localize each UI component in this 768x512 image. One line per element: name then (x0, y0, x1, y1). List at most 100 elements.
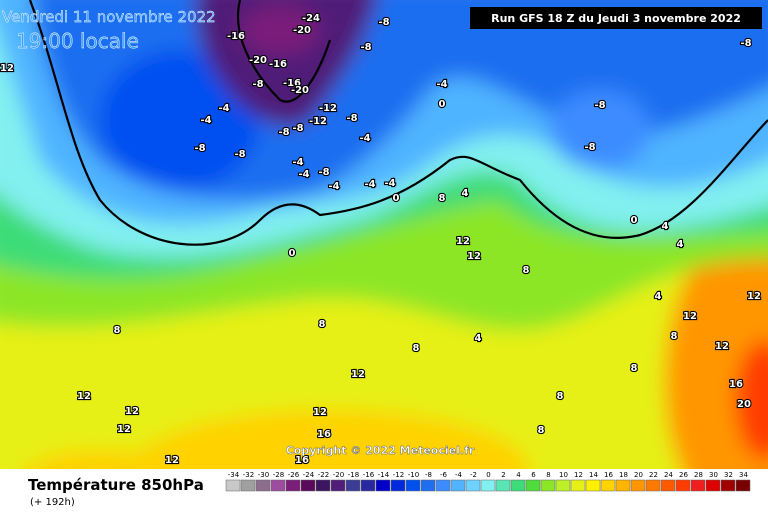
temp-label: -16 (283, 78, 301, 89)
temp-label: -24 (302, 13, 320, 24)
scale-label: -16 (363, 471, 375, 479)
scale-label: 6 (531, 471, 536, 479)
temp-label: 0 (631, 215, 638, 226)
temp-label: -12 (309, 116, 327, 127)
temp-label: -8 (194, 143, 205, 154)
temp-label: -8 (584, 142, 595, 153)
scale-label: 18 (619, 471, 628, 479)
scale-swatch (330, 479, 346, 492)
temp-label: 12 (313, 407, 327, 418)
temp-label: -8 (292, 123, 303, 134)
temp-label: 12 (456, 236, 470, 247)
temp-label: 0 (393, 193, 400, 204)
scale-label: 16 (604, 471, 613, 479)
temp-label: -8 (378, 17, 389, 28)
temp-label: -4 (328, 181, 339, 192)
scale-label: -20 (333, 471, 344, 479)
scale-label: 12 (574, 471, 583, 479)
footer-title: Température 850hPa (28, 476, 204, 494)
scale-swatch (675, 479, 691, 492)
temp-label: -4 (298, 169, 309, 180)
scale-label: 20 (634, 471, 643, 479)
temp-label: 4 (475, 333, 482, 344)
scale-swatch (360, 479, 376, 492)
scale-swatch (285, 479, 301, 492)
scale-swatch (690, 479, 706, 492)
temp-label: -4 (364, 179, 375, 190)
scale-swatch (375, 479, 391, 492)
scale-swatch (390, 479, 406, 492)
scale-swatch (240, 479, 256, 492)
isotherms (28, 0, 768, 246)
temp-label: -8 (278, 127, 289, 138)
scale-label: -24 (303, 471, 315, 479)
temp-label: -20 (291, 85, 309, 96)
copyright: Copyright © 2022 Meteociel.fr (286, 444, 475, 457)
scale-label: -26 (288, 471, 300, 479)
temp-label: 8 (557, 391, 564, 402)
scale-swatch (630, 479, 646, 492)
temp-label: 16 (295, 455, 309, 466)
temp-label: -12 (319, 103, 337, 114)
temp-label: -8 (318, 167, 329, 178)
temp-label: 0 (289, 248, 296, 259)
temp-label: -20 (249, 55, 267, 66)
scale-label: 8 (546, 471, 550, 479)
temp-label: 12 (165, 455, 179, 466)
temp-label: 12 (117, 424, 131, 435)
map-labels: 12-24-20-16-8-8-20 -16-16-20-8-4-4-8-8-8-… (0, 12, 762, 467)
scale-label: 14 (589, 471, 598, 479)
scale-label: -14 (378, 471, 390, 479)
temp-label: -8 (360, 42, 371, 53)
temp-label: -8 (594, 100, 605, 111)
run-info: Run GFS 18 Z du Jeudi 3 novembre 2022 (491, 12, 741, 25)
scale-swatch (435, 479, 451, 492)
scale-label: 32 (724, 471, 733, 479)
scale-swatch (255, 479, 271, 492)
scale-swatch (510, 479, 526, 492)
temp-label: 8 (413, 343, 420, 354)
temp-label: 8 (631, 363, 638, 374)
scale-label: 22 (649, 471, 658, 479)
scale-label: 28 (694, 471, 703, 479)
temp-label: 8 (523, 265, 530, 276)
scale-swatch (225, 479, 241, 492)
scale-label: 4 (516, 471, 521, 479)
temp-label: 4 (677, 239, 684, 250)
isotherm-minus16 (237, 0, 332, 103)
scale-swatch (585, 479, 601, 492)
scale-label: -2 (470, 471, 477, 479)
scale-label: 2 (501, 471, 505, 479)
scale-swatch (495, 479, 511, 492)
scale-swatch (720, 479, 736, 492)
scale-label: -10 (408, 471, 419, 479)
temp-label: -4 (200, 115, 211, 126)
scale-swatch (465, 479, 481, 492)
temp-label: -4 (436, 79, 447, 90)
temp-label: 4 (655, 291, 662, 302)
scale-label: -6 (440, 471, 448, 479)
temp-label: -8 (740, 38, 751, 49)
temp-label: -16 (269, 59, 287, 70)
temp-label: 20 (737, 399, 751, 410)
scale-label: -8 (425, 471, 432, 479)
scale-label: -30 (258, 471, 269, 479)
temp-label: 16 (729, 379, 743, 390)
run-box (470, 7, 762, 29)
scale-swatch (600, 479, 616, 492)
scale-swatch (645, 479, 661, 492)
scale-swatch (315, 479, 331, 492)
footer-lead: (+ 192h) (30, 497, 75, 508)
scale-swatch (300, 479, 316, 492)
scale-label: -22 (318, 471, 329, 479)
scale-swatch (345, 479, 361, 492)
scale-swatch (735, 479, 751, 492)
scale-swatch (555, 479, 571, 492)
scale-label: -4 (455, 471, 463, 479)
temp-label: 12 (467, 251, 481, 262)
scale-label: -18 (348, 471, 359, 479)
temp-label: 12 (683, 311, 697, 322)
